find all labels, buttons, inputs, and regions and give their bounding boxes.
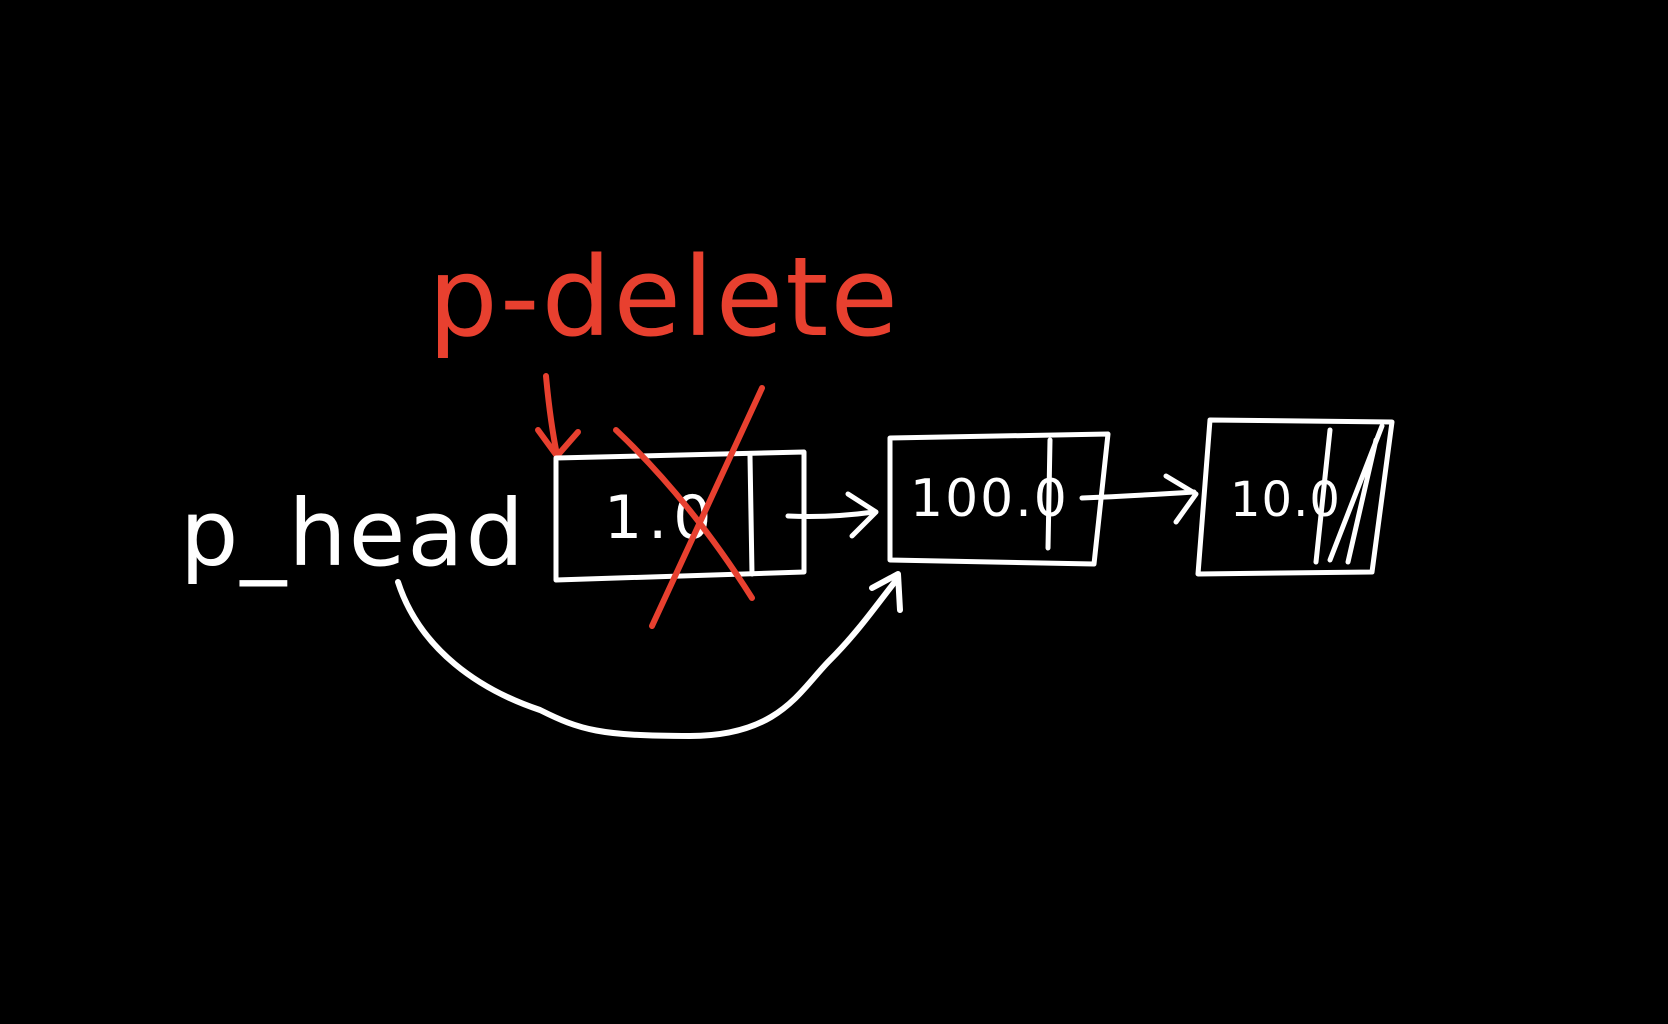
delete-cross-mark [613, 385, 765, 629]
node-2: 100.0 [887, 431, 1111, 567]
next-arrow-2-to-3 [1079, 473, 1199, 525]
p-head-label: p_head [180, 480, 526, 587]
next-arrow-1-to-2 [785, 491, 879, 539]
node-3-value: 10.0 [1230, 472, 1341, 528]
head-redirect-arrow [395, 571, 903, 739]
node-3-box [1195, 417, 1395, 577]
node-2-divider [1045, 437, 1053, 551]
node-2-value: 100.0 [910, 469, 1069, 529]
node-2-box [887, 431, 1111, 567]
p-delete-label: p-delete [428, 233, 900, 361]
node-3-divider [1313, 427, 1333, 565]
node-1-divider [747, 453, 755, 577]
node-1: 1.0 [553, 385, 807, 629]
node-3-null-mark [1327, 423, 1385, 565]
node-1-box [553, 449, 807, 583]
p-delete-arrow [535, 373, 581, 459]
node-3: 10.0 [1195, 417, 1395, 577]
